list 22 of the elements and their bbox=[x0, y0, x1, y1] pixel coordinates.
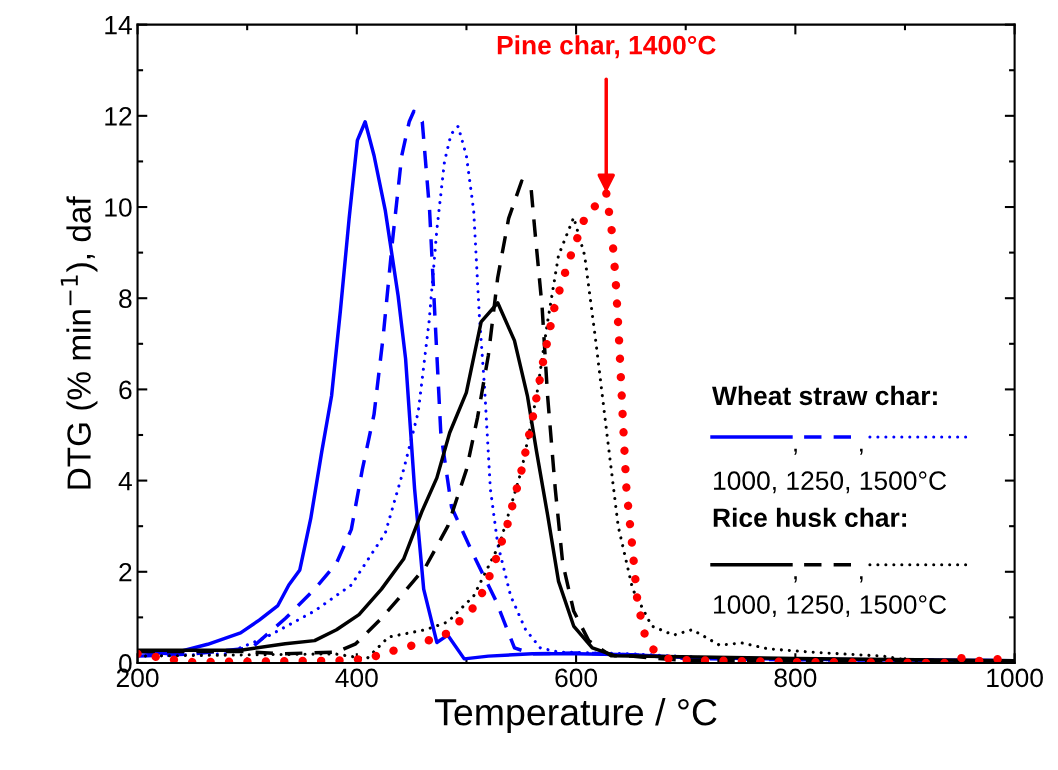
y-tick-label: 8 bbox=[119, 289, 132, 309]
y-tick-label: 4 bbox=[118, 472, 132, 491]
annotation: , bbox=[860, 448, 863, 455]
x-tick-label: 600 bbox=[555, 668, 598, 688]
annotation: , bbox=[794, 576, 797, 583]
y-tick-label: 12 bbox=[105, 106, 132, 126]
annotation: Pine char, 1400°C bbox=[497, 35, 716, 59]
y-tick-label: 10 bbox=[105, 198, 132, 217]
annotation: , bbox=[794, 448, 797, 455]
y-tick-label: 2 bbox=[119, 562, 132, 582]
x-axis-title: Temperature / °C bbox=[435, 697, 717, 733]
annotation: Rice husk char: bbox=[713, 507, 907, 528]
x-tick-label: 1000 bbox=[987, 668, 1043, 688]
annotation: 1000, 1250, 1500°C bbox=[714, 595, 947, 617]
annotation: , bbox=[860, 576, 863, 583]
y-axis-title: DTG (% min$^{−1}$), daf bbox=[60, 196, 98, 489]
x-tick-label: 800 bbox=[774, 668, 817, 688]
x-tick-label: 400 bbox=[335, 668, 378, 688]
y-tick-label: 14 bbox=[105, 16, 132, 35]
annotation: 1000, 1250, 1500°C bbox=[714, 471, 947, 494]
y-tick-label: 6 bbox=[119, 380, 132, 400]
annotation: Wheat straw char: bbox=[712, 385, 937, 406]
